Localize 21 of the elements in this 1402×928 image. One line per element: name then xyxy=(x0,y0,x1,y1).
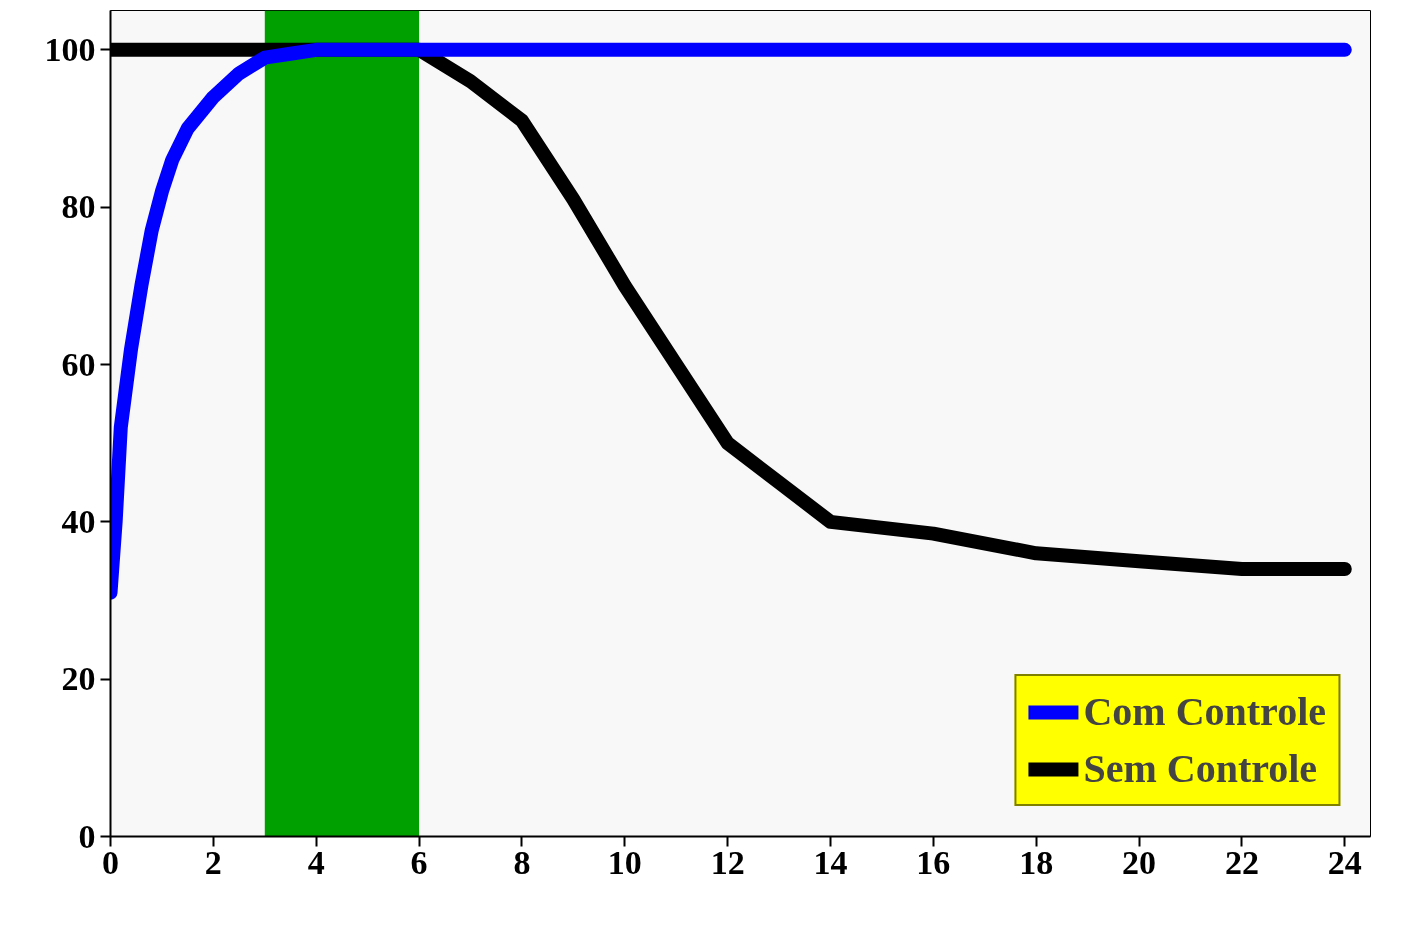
y-tick-label: 100 xyxy=(44,30,96,68)
x-tick-label: 14 xyxy=(813,843,848,881)
legend-label: Sem Controle xyxy=(1083,745,1318,792)
x-tick-label: 20 xyxy=(1122,843,1157,881)
x-tick-label: 12 xyxy=(710,843,745,881)
x-tick-label: 16 xyxy=(916,843,951,881)
x-tick-label: 22 xyxy=(1224,843,1259,881)
y-tick-label: 20 xyxy=(61,660,96,698)
x-tick-label: 0 xyxy=(102,843,119,881)
x-tick-label: 4 xyxy=(307,843,325,881)
x-tick-label: 2 xyxy=(204,843,222,881)
y-tick-label: 40 xyxy=(61,502,96,540)
x-tick-label: 18 xyxy=(1019,843,1054,881)
x-tick-label: 24 xyxy=(1327,843,1362,881)
legend-label: Com Controle xyxy=(1083,688,1326,735)
x-tick-label: 10 xyxy=(607,843,642,881)
y-tick-label: 60 xyxy=(61,345,96,383)
x-tick-label: 8 xyxy=(513,843,531,881)
y-tick-label: 0 xyxy=(78,817,96,855)
y-tick-label: 80 xyxy=(61,188,96,226)
x-tick-label: 6 xyxy=(410,843,428,881)
